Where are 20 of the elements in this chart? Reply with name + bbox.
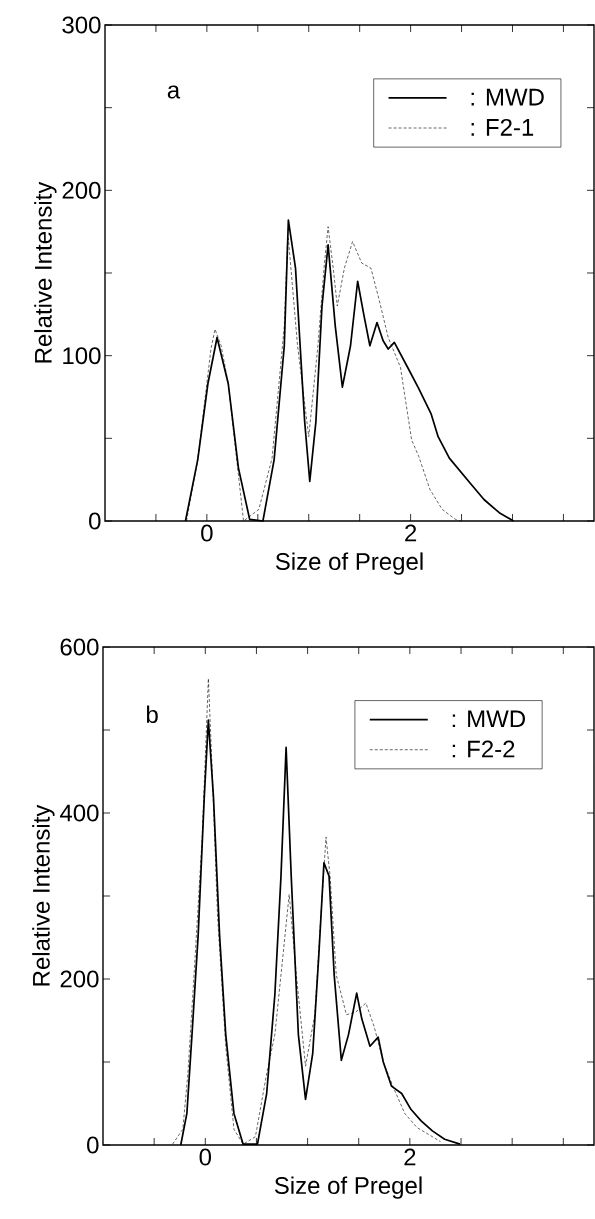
y-tick-label: 0 — [87, 1136, 99, 1154]
y-tick-label: 300 — [62, 16, 101, 34]
legend-label: : F2-2 — [452, 740, 515, 758]
x-tick-label: 2 — [404, 1148, 416, 1166]
y-tick-label: 600 — [60, 638, 99, 656]
x-axis-title: Size of Pregel — [275, 552, 423, 575]
y-tick-label: 200 — [60, 970, 99, 988]
legend-label: : F2-1 — [471, 118, 534, 136]
x-tick-label: 2 — [405, 524, 417, 542]
y-axis-title: Relative Intensity — [32, 804, 55, 986]
y-axis-title: Relative Intensity — [34, 181, 57, 363]
y-tick-label: 400 — [59, 804, 99, 822]
annotation: a — [167, 85, 181, 99]
legend-label: : MWD — [452, 710, 525, 728]
x-axis-title: Size of Pregel — [274, 1176, 422, 1199]
y-tick-label: 100 — [63, 347, 101, 365]
y-tick-label: 0 — [89, 512, 101, 530]
y-tick-label: 200 — [62, 181, 101, 199]
legend-label: : MWD — [471, 88, 544, 106]
annotation: b — [146, 705, 158, 724]
